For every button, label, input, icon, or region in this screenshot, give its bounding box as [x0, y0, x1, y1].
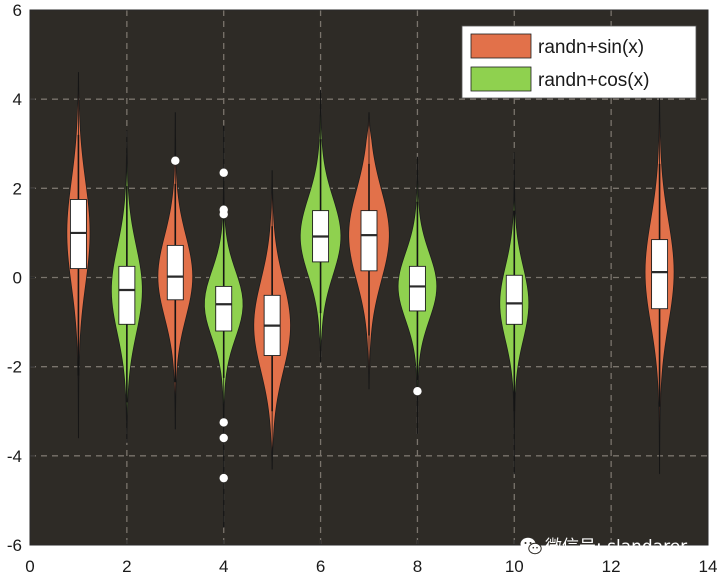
y-tick-label: 4 — [13, 90, 22, 109]
x-tick-label: 0 — [25, 557, 34, 576]
violin-1 — [66, 72, 91, 439]
watermark-text: 微信号: slandarer — [545, 537, 688, 557]
x-tick-label: 2 — [122, 557, 131, 576]
y-tick-label: 6 — [13, 1, 22, 20]
box — [651, 239, 669, 310]
watermark: 微信号: slandarer — [520, 532, 687, 557]
legend: randn+sin(x) randn+cos(x) — [461, 25, 697, 99]
y-axis-ticks: -6 -4 -2 0 2 4 6 — [7, 1, 35, 555]
outlier-point — [413, 386, 422, 396]
x-tick-label: 14 — [699, 557, 718, 576]
violin-9 — [499, 152, 530, 475]
violin-3 — [157, 112, 194, 430]
box — [215, 285, 233, 332]
x-tick-label: 4 — [219, 557, 228, 576]
box — [360, 210, 378, 272]
outlier-point — [219, 209, 228, 219]
x-tick-label: 8 — [413, 557, 422, 576]
outlier-point — [219, 168, 228, 177]
outlier-point — [171, 156, 180, 165]
violin-10 — [644, 94, 675, 475]
outlier-point — [219, 433, 228, 443]
wechat-icon — [520, 537, 542, 555]
violins — [66, 72, 675, 528]
y-tick-label: -6 — [7, 536, 22, 555]
y-tick-label: 0 — [13, 269, 22, 288]
box — [166, 244, 184, 301]
x-tick-label: 10 — [505, 557, 524, 576]
outlier-point — [219, 473, 228, 483]
y-tick-label: -4 — [7, 447, 22, 466]
legend-label-cos: randn+cos(x) — [538, 70, 649, 91]
box — [505, 274, 523, 325]
legend-swatch-sin — [470, 33, 532, 59]
legend-label-sin: randn+sin(x) — [538, 37, 644, 58]
violin-2 — [110, 129, 143, 443]
outlier-point — [219, 418, 228, 427]
box — [69, 199, 87, 270]
violin-7 — [348, 112, 390, 390]
x-tick-label: 6 — [316, 557, 325, 576]
violin-4 — [203, 125, 244, 528]
legend-swatch-cos — [470, 66, 532, 92]
box — [118, 265, 136, 325]
violin-8 — [397, 156, 438, 434]
box — [408, 265, 426, 312]
y-tick-label: -2 — [7, 358, 22, 377]
violin-5 — [253, 170, 291, 470]
violin-6 — [299, 89, 342, 363]
x-tick-label: 12 — [602, 557, 621, 576]
y-tick-label: 2 — [13, 179, 22, 198]
x-axis-ticks: 0 2 4 6 8 10 12 14 — [25, 540, 717, 576]
